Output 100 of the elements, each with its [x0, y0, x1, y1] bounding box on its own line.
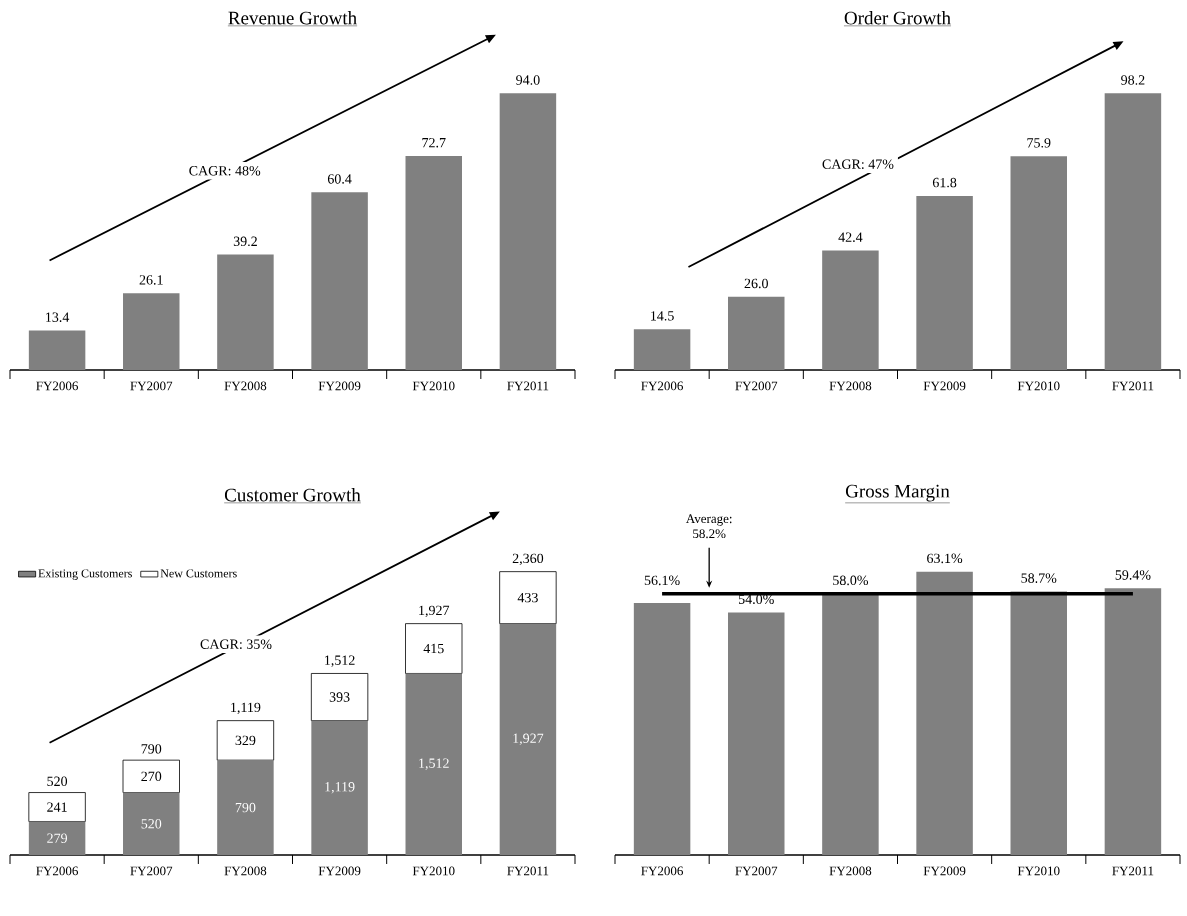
data-label: 329 — [235, 735, 256, 746]
data-label: 241 — [47, 802, 67, 812]
bar — [28, 330, 86, 370]
annotation: CAGR: 48% — [189, 166, 261, 176]
bar — [216, 720, 275, 761]
bar — [728, 296, 785, 370]
bar — [728, 612, 785, 855]
x-tick-label: FY2011 — [507, 866, 549, 876]
bar — [405, 156, 463, 370]
bar — [633, 329, 691, 370]
data-label: 63.1% — [927, 553, 963, 564]
x-tick-label: FY2007 — [735, 866, 778, 876]
data-label: 58.7% — [1021, 573, 1057, 583]
data-label: 72.7 — [422, 138, 446, 148]
bar — [916, 195, 973, 370]
bar — [405, 623, 463, 674]
data-label: 54.0% — [738, 594, 774, 604]
data-label: 56.1% — [644, 575, 680, 586]
data-label: 26.0 — [744, 278, 768, 289]
bar — [217, 254, 274, 370]
bar — [123, 792, 180, 855]
bar — [1104, 93, 1162, 370]
x-tick-label: FY2009 — [923, 866, 966, 876]
x-tick-label: FY2006 — [36, 381, 79, 391]
x-tick-label: FY2008 — [224, 381, 267, 391]
bar — [311, 192, 368, 370]
x-tick-label: FY2006 — [36, 866, 79, 876]
data-label: 26.1 — [139, 275, 163, 285]
bar — [499, 93, 557, 370]
bar — [499, 623, 557, 855]
x-tick-label: FY2010 — [1017, 381, 1060, 391]
data-label: 94.0 — [516, 75, 540, 85]
bar — [1010, 591, 1067, 855]
x-tick-label: FY2007 — [735, 381, 778, 391]
ref-line-label: Average: 58.2% — [685, 514, 732, 539]
data-label: 393 — [329, 692, 350, 702]
data-label: 520 — [141, 819, 162, 829]
legend-label: Existing Customers — [38, 569, 132, 580]
x-tick-label: FY2006 — [641, 866, 684, 876]
data-label: 42.4 — [838, 232, 863, 242]
annotation: CAGR: 35% — [200, 639, 272, 649]
total-label: 520 — [47, 776, 68, 787]
x-tick-label: FY2008 — [829, 866, 872, 876]
data-label: 58.0% — [833, 575, 869, 586]
total-label: 1,119 — [231, 702, 261, 715]
data-label: 279 — [47, 833, 68, 843]
x-tick-label: FY2010 — [412, 381, 455, 391]
x-tick-label: FY2010 — [412, 866, 455, 876]
bar — [123, 293, 180, 370]
data-label: 433 — [517, 592, 538, 603]
total-label: 790 — [141, 744, 162, 754]
x-tick-label: FY2009 — [923, 381, 966, 391]
bar — [822, 250, 879, 370]
bar — [916, 571, 973, 855]
data-label: 75.9 — [1027, 138, 1051, 148]
total-label: 2,360 — [512, 553, 544, 566]
data-label: 1,512 — [419, 758, 449, 770]
bar — [28, 792, 86, 822]
chart-title: Revenue Growth — [228, 11, 357, 25]
x-tick-label: FY2007 — [130, 866, 173, 876]
data-label: 61.8 — [932, 177, 957, 188]
data-label: 270 — [141, 771, 162, 782]
bar — [311, 720, 368, 855]
bar — [28, 821, 86, 855]
data-label: 14.5 — [651, 311, 674, 321]
x-tick-label: FY2009 — [318, 381, 361, 391]
bar — [405, 673, 463, 855]
bar — [217, 760, 274, 855]
x-tick-label: FY2008 — [829, 381, 872, 391]
data-label: 98.2 — [1121, 75, 1145, 85]
data-label: 415 — [423, 643, 444, 654]
total-label: 1,512 — [325, 655, 355, 667]
x-tick-label: FY2009 — [318, 866, 361, 876]
data-label: 59.4% — [1115, 570, 1151, 580]
chart-title: Gross Margin — [845, 484, 950, 502]
chart-title: Customer Growth — [224, 488, 361, 502]
data-label: 1,119 — [325, 782, 355, 794]
legend-label: New Customers — [160, 569, 237, 578]
data-label: 790 — [235, 802, 256, 813]
data-label: 60.4 — [327, 174, 352, 184]
bar — [1010, 156, 1067, 370]
bar — [499, 571, 557, 625]
total-label: 1,927 — [419, 605, 450, 618]
data-label: 13.4 — [46, 312, 70, 323]
data-label: 1,927 — [513, 733, 544, 746]
x-tick-label: FY2006 — [641, 381, 684, 391]
bar — [822, 594, 879, 855]
x-tick-label: FY2011 — [507, 381, 549, 391]
bar — [310, 673, 369, 722]
chart-title: Order Growth — [844, 11, 951, 25]
x-tick-label: FY2011 — [1112, 381, 1154, 391]
annotation: CAGR: 47% — [822, 159, 894, 169]
bar — [122, 759, 180, 793]
x-tick-label: FY2011 — [1112, 866, 1154, 876]
bar — [633, 603, 691, 855]
x-tick-label: FY2007 — [130, 381, 173, 391]
bar — [1104, 588, 1162, 855]
x-tick-label: FY2008 — [224, 866, 267, 876]
data-label: 39.2 — [233, 236, 257, 247]
x-tick-label: FY2010 — [1017, 866, 1060, 876]
